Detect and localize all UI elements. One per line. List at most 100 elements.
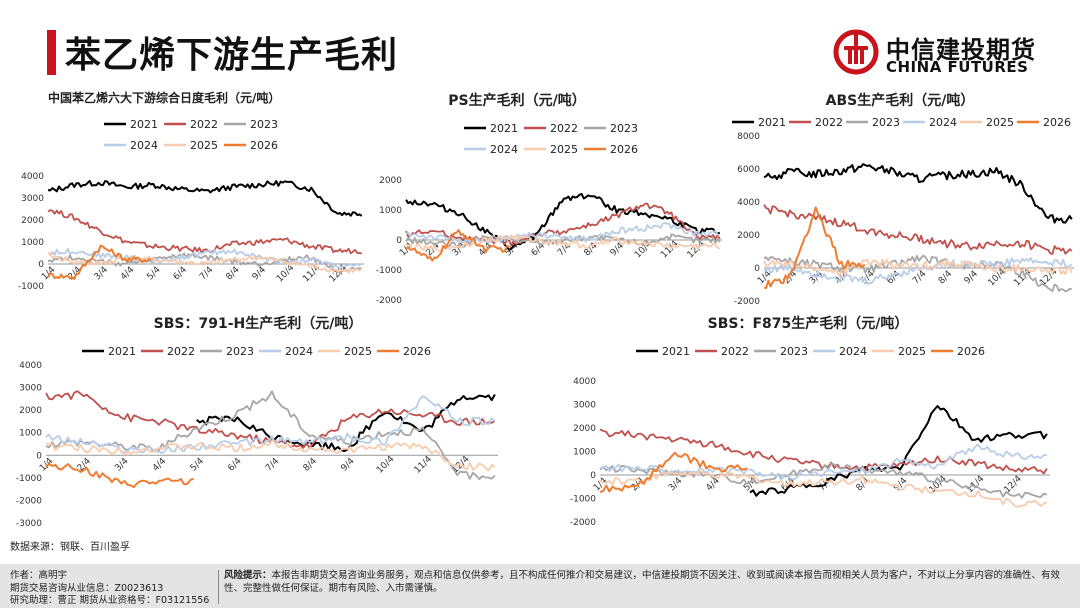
- y-tick-label: 1000: [379, 206, 402, 216]
- company-logo: 中信建投期货 CHINA FUTURES: [832, 28, 1042, 78]
- chart-title: SBS：F875生产毛利（元/吨）: [708, 315, 909, 332]
- series-line-2026: [405, 229, 510, 262]
- series-line-2023: [599, 462, 1048, 499]
- legend-label-2026: 2026: [403, 345, 431, 358]
- logo-chinese-name: 中信建投期货: [886, 36, 1036, 64]
- legend-label-2024: 2024: [285, 345, 313, 358]
- series-line-2022: [47, 209, 362, 255]
- x-tick-label: 8/4: [224, 265, 242, 283]
- y-tick-label: 2000: [573, 424, 596, 434]
- legend-label-2024: 2024: [490, 143, 518, 156]
- series-line-2022: [763, 204, 1073, 255]
- series-line-2021: [47, 179, 363, 217]
- y-tick-label: 1000: [19, 429, 42, 439]
- series-line-2022: [405, 202, 721, 247]
- legend-label-2021: 2021: [108, 345, 136, 358]
- y-tick-label: 2000: [19, 406, 42, 416]
- series-line-2021: [405, 192, 721, 251]
- y-tick-label: -2000: [16, 496, 42, 506]
- chart-abs-margin: ABS生产毛利（元/吨） 2021 2022 2023 2024 2025 2026 8000…: [732, 92, 1074, 307]
- legend-label-2025: 2025: [986, 116, 1014, 129]
- series-line-2025: [763, 258, 1073, 278]
- x-tick-label: 8/4: [302, 456, 320, 474]
- series-line-2025: [599, 470, 1048, 508]
- legend-label-2026: 2026: [1043, 116, 1071, 129]
- y-tick-label: 4000: [573, 377, 596, 387]
- series-line-2024: [45, 395, 496, 455]
- x-tick-label: 3/4: [113, 456, 131, 474]
- x-tick-label: 9/4: [251, 265, 269, 283]
- legend-label-2022: 2022: [721, 345, 749, 358]
- legend-label-2023: 2023: [610, 122, 638, 135]
- series-line-2024: [405, 221, 721, 244]
- legend-label-2024: 2024: [839, 345, 867, 358]
- footer-bar: 作者：高明宇 期货交易咨询从业信息：Z0023613 研究助理：曹正 期货从业资…: [0, 564, 1080, 608]
- chart-title: PS生产毛利（元/吨）: [448, 92, 585, 109]
- x-tick-label: 11/4: [413, 454, 435, 476]
- y-tick-label: 0: [590, 471, 596, 481]
- legend-label-2023: 2023: [250, 118, 278, 131]
- legend-label-2021: 2021: [662, 345, 690, 358]
- chart-composite-margin: 中国苯乙烯六大下游综合日度毛利（元/吨） 2021 2022 2023 2024 2025…: [18, 90, 364, 292]
- x-tick-label: 7/4: [198, 265, 216, 283]
- legend-label-2022: 2022: [550, 122, 578, 135]
- y-tick-label: 3000: [21, 194, 44, 204]
- x-tick-label: 3/4: [667, 476, 685, 494]
- y-tick-label: -2000: [376, 296, 402, 306]
- y-tick-label: -2000: [570, 518, 596, 528]
- series-line-2026: [763, 206, 866, 289]
- legend-label-2022: 2022: [190, 118, 218, 131]
- legend-label-2021: 2021: [758, 116, 786, 129]
- y-tick-label: 3000: [573, 401, 596, 411]
- series-line-2021: [763, 163, 1073, 224]
- legend-label-2026: 2026: [610, 143, 638, 156]
- x-tick-label: 7/4: [264, 456, 282, 474]
- x-tick-label: 6/4: [226, 456, 244, 474]
- legend-label-2021: 2021: [490, 122, 518, 135]
- legend-label-2023: 2023: [226, 345, 254, 358]
- y-tick-label: -1000: [376, 266, 402, 276]
- page-title: 苯乙烯下游生产毛利: [65, 35, 399, 76]
- risk-label: 风险提示：: [224, 570, 272, 581]
- x-tick-label: 4/4: [151, 456, 169, 474]
- x-tick-label: 11/4: [659, 239, 681, 261]
- legend-label-2025: 2025: [550, 143, 578, 156]
- logo-english-name: CHINA FUTURES: [886, 58, 1029, 76]
- series-line-2026: [599, 451, 748, 494]
- x-tick-label: 9/4: [963, 269, 981, 287]
- risk-text: 本报告非期货交易咨询业务服务，观点和信息仅供参考，且不构成任何推介和交易建议，中…: [224, 570, 1061, 594]
- citic-emblem-icon: [833, 29, 879, 75]
- chart-title: SBS：791-H生产毛利（元/吨）: [154, 315, 363, 332]
- legend-label-2025: 2025: [344, 345, 372, 358]
- chart-sbs-791h-margin: SBS：791-H生产毛利（元/吨） 2021 2022 2023 2024 2025 20…: [16, 315, 498, 529]
- author-line: 作者：高明宇: [10, 570, 68, 581]
- series-line-2025: [47, 252, 363, 274]
- x-tick-label: 10/4: [375, 454, 397, 476]
- y-tick-label: 1000: [21, 238, 44, 248]
- y-tick-label: 0: [38, 260, 44, 270]
- y-tick-label: 0: [36, 451, 42, 461]
- y-tick-label: 0: [396, 236, 402, 246]
- title-accent-bar: [47, 30, 56, 75]
- x-tick-label: 6/4: [172, 265, 190, 283]
- y-tick-label: 2000: [21, 216, 44, 226]
- y-tick-label: 1000: [573, 448, 596, 458]
- legend-label-2026: 2026: [250, 139, 278, 152]
- legend-label-2021: 2021: [130, 118, 158, 131]
- y-tick-label: 4000: [737, 198, 760, 208]
- legend-label-2022: 2022: [167, 345, 195, 358]
- y-tick-label: -2000: [734, 297, 760, 307]
- y-tick-label: 2000: [379, 176, 402, 186]
- legend-label-2025: 2025: [898, 345, 926, 358]
- license-line: 期货交易咨询从业信息：Z0023613: [10, 582, 164, 594]
- legend-label-2023: 2023: [872, 116, 900, 129]
- series-line-2023: [763, 254, 1072, 293]
- x-tick-label: 12/4: [686, 239, 708, 261]
- y-tick-label: -1000: [570, 495, 596, 505]
- legend-label-2025: 2025: [190, 139, 218, 152]
- x-tick-label: 11/4: [965, 474, 987, 496]
- y-tick-label: 2000: [737, 231, 760, 241]
- chart-sbs-f875-margin: SBS：F875生产毛利（元/吨） 2021 2022 2023 2024 2025 202…: [570, 315, 1050, 528]
- x-tick-label: 3/4: [93, 265, 111, 283]
- series-line-2023: [405, 233, 721, 248]
